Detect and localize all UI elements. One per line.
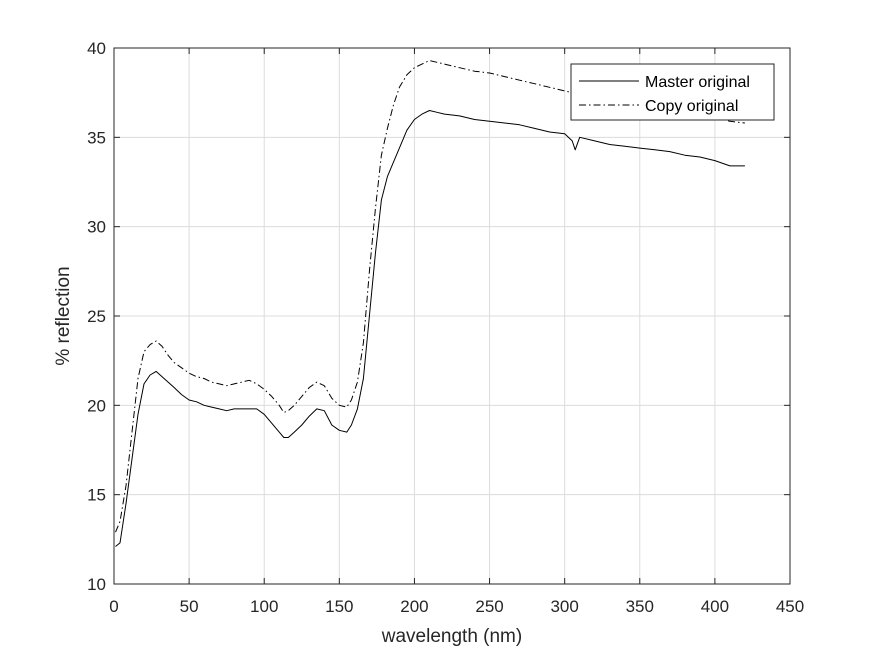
y-tick-label: 15: [87, 486, 106, 505]
x-axis-ticks: 0 50 100 150 200 250 300 350 400 450: [109, 48, 804, 616]
y-tick-label: 25: [87, 307, 106, 326]
x-tick-label: 300: [550, 597, 578, 616]
x-tick-label: 100: [250, 597, 278, 616]
legend-label-master: Master original: [645, 74, 750, 91]
legend: Master original Copy original: [570, 63, 775, 121]
x-tick-label: 250: [475, 597, 503, 616]
x-tick-label: 200: [400, 597, 428, 616]
series-line-master-original: [115, 110, 745, 547]
y-tick-label: 40: [87, 39, 106, 58]
plot-frame: [113, 47, 791, 585]
y-tick-label: 20: [87, 396, 106, 415]
y-tick-label: 35: [87, 128, 106, 147]
legend-box: [570, 63, 775, 121]
y-axis-ticks: 10 15 20 25 30 35 40: [87, 39, 790, 594]
x-tick-label: 450: [776, 597, 804, 616]
x-tick-label: 400: [701, 597, 729, 616]
y-axis-label: % reflection: [53, 266, 74, 365]
y-tick-label: 30: [87, 218, 106, 237]
x-tick-label: 50: [180, 597, 199, 616]
x-tick-label: 350: [626, 597, 654, 616]
x-tick-label: 0: [109, 597, 118, 616]
x-tick-label: 150: [325, 597, 353, 616]
legend-label-copy: Copy original: [645, 98, 738, 115]
x-axis-label: wavelength (nm): [381, 626, 522, 647]
y-tick-label: 10: [87, 575, 106, 594]
